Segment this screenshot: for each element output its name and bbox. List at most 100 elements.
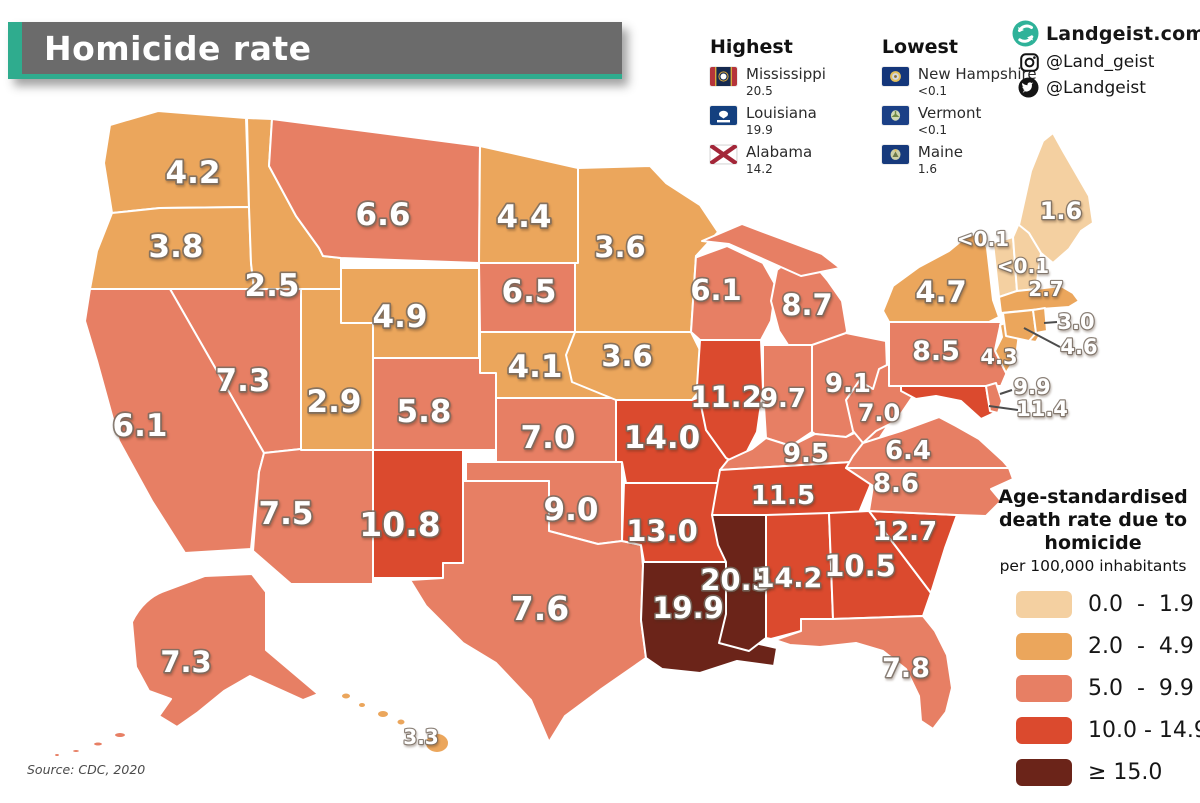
instagram-icon (1020, 52, 1039, 72)
site-link[interactable]: Landgeist.com (1046, 22, 1200, 45)
list-item: New Hampshire <0.1 (881, 67, 1037, 98)
highest-title: Highest (710, 36, 793, 58)
state-pa-value: 8.5 (912, 336, 960, 367)
state-az-value: 7.5 (259, 496, 314, 532)
state-tx-value: 7.6 (511, 589, 569, 628)
state-ny-value: 4.7 (915, 275, 966, 309)
state-fl (774, 615, 953, 730)
leader-md (988, 405, 1019, 411)
state-ok-value: 9.0 (544, 492, 599, 528)
state-ca-value: 6.1 (113, 408, 168, 444)
page-title: Homicide rate (44, 28, 312, 68)
state-oh-value: 9.1 (825, 369, 871, 399)
source-note: Source: CDC, 2020 (27, 762, 146, 777)
state-wi (690, 245, 777, 341)
state-sc-value: 12.7 (873, 517, 937, 547)
twitter-icon (1018, 77, 1039, 98)
state-ny (882, 231, 1000, 323)
list-item: Maine 1.6 (881, 143, 1037, 175)
state-value-labels: 4.2 3.8 6.1 2.5 7.3 6.6 4.9 2.9 5.8 7.5 … (111, 153, 1099, 750)
state-mt-value: 6.6 (356, 197, 411, 233)
state-ct (1002, 309, 1037, 342)
state-la-value: 19.9 (652, 591, 724, 625)
state-tx (409, 480, 647, 743)
state-in-value: 9.7 (760, 384, 806, 414)
state-nc (845, 467, 1014, 517)
state-ak (53, 573, 319, 758)
lowest-value-2: <0.1 (917, 123, 948, 137)
bucket-label-4: 10.0 - 14.9 (1088, 718, 1200, 744)
state-nj-value: 4.3 (980, 345, 1017, 369)
state-wi-value: 6.1 (690, 273, 741, 307)
state-mi-value: 8.7 (781, 288, 832, 322)
state-ca (84, 288, 265, 554)
extremes-legend: Highest Mississippi 20.5 Louisiana 19.9 (710, 36, 1037, 184)
state-ga (828, 510, 932, 620)
state-de-value: 9.9 (1013, 375, 1050, 399)
state-il-value: 11.2 (690, 380, 762, 414)
legend-row: 0.0 - 1.9 (1016, 591, 1196, 619)
state-nc-value: 8.6 (873, 469, 919, 499)
list-item: Vermont <0.1 (881, 104, 1037, 137)
state-md-value: 11.4 (1016, 397, 1068, 421)
highest-column: Highest Mississippi 20.5 Louisiana 19.9 (710, 36, 826, 184)
state-ri-value: 3.0 (1057, 310, 1094, 334)
new-hampshire-flag-icon (881, 67, 909, 86)
alabama-flag-icon (710, 145, 737, 164)
list-item: Mississippi 20.5 (710, 67, 826, 97)
state-ia-value: 3.6 (601, 339, 652, 373)
state-md (900, 385, 995, 420)
bucket-swatch-3 (1016, 675, 1072, 703)
legend-title: Age-standardised death rate due to homic… (998, 486, 1188, 554)
state-nv-value: 7.3 (216, 363, 271, 399)
state-fl-value: 7.8 (882, 653, 930, 684)
highest-value-2: 19.9 (746, 123, 773, 137)
leader-de (999, 389, 1013, 395)
state-nh-value: <0.1 (997, 254, 1049, 278)
state-mi-upper (701, 223, 841, 277)
twitter-handle[interactable]: @Landgeist (1046, 77, 1146, 98)
state-me (1018, 132, 1094, 264)
state-ar-value: 13.0 (626, 514, 698, 548)
state-ut-value: 2.9 (307, 384, 362, 420)
state-ri (1032, 307, 1048, 334)
state-va-value: 6.4 (885, 436, 931, 466)
bucket-label-5: ≥ 15.0 (1088, 760, 1163, 786)
legend-row: 5.0 - 9.9 (1016, 675, 1196, 703)
state-al-value: 14.2 (756, 563, 823, 594)
lowest-column: Lowest New Hampshire <0.1 Vermont <0.1 (881, 36, 1037, 184)
legend-subtitle: per 100,000 inhabitants (999, 557, 1187, 576)
lowest-value-1: <0.1 (917, 84, 948, 98)
highest-state-1: Mississippi (746, 65, 826, 83)
state-ga-value: 10.5 (824, 549, 896, 583)
legend-row: 2.0 - 4.9 (1016, 633, 1196, 661)
state-ks-value: 7.0 (521, 420, 576, 456)
state-ky-value: 9.5 (783, 439, 829, 469)
lowest-state-2: Vermont (917, 104, 982, 122)
maine-flag-icon (881, 145, 909, 164)
lowest-state-3: Maine (917, 143, 963, 161)
state-wv-value: 7.0 (858, 399, 901, 427)
state-nd-value: 4.4 (497, 199, 552, 235)
state-tn-value: 11.5 (751, 481, 815, 511)
bucket-label-2: 2.0 - 4.9 (1088, 634, 1194, 660)
list-item: Alabama 14.2 (710, 145, 826, 175)
state-mn-value: 3.6 (594, 230, 645, 264)
leader-ct (1023, 327, 1061, 348)
branding-block: Landgeist.com @Land_geist @Landgeist (1012, 20, 1200, 98)
lowest-title: Lowest (881, 36, 958, 58)
state-co-value: 5.8 (397, 394, 452, 430)
highest-state-3: Alabama (746, 143, 813, 161)
bucket-swatch-1 (1016, 591, 1072, 619)
list-item: Louisiana 19.9 (710, 106, 826, 136)
bucket-swatch-5 (1016, 759, 1072, 787)
state-mo-value: 14.0 (624, 420, 701, 456)
instagram-handle[interactable]: @Land_geist (1046, 52, 1155, 72)
state-shapes (53, 110, 1094, 758)
state-ms-value: 20.5 (700, 563, 772, 597)
landgeist-logo-icon (1012, 20, 1039, 47)
bucket-swatch-4 (1016, 717, 1072, 745)
state-ct-value: 4.6 (1060, 335, 1097, 359)
state-me-value: 1.6 (1040, 197, 1083, 225)
